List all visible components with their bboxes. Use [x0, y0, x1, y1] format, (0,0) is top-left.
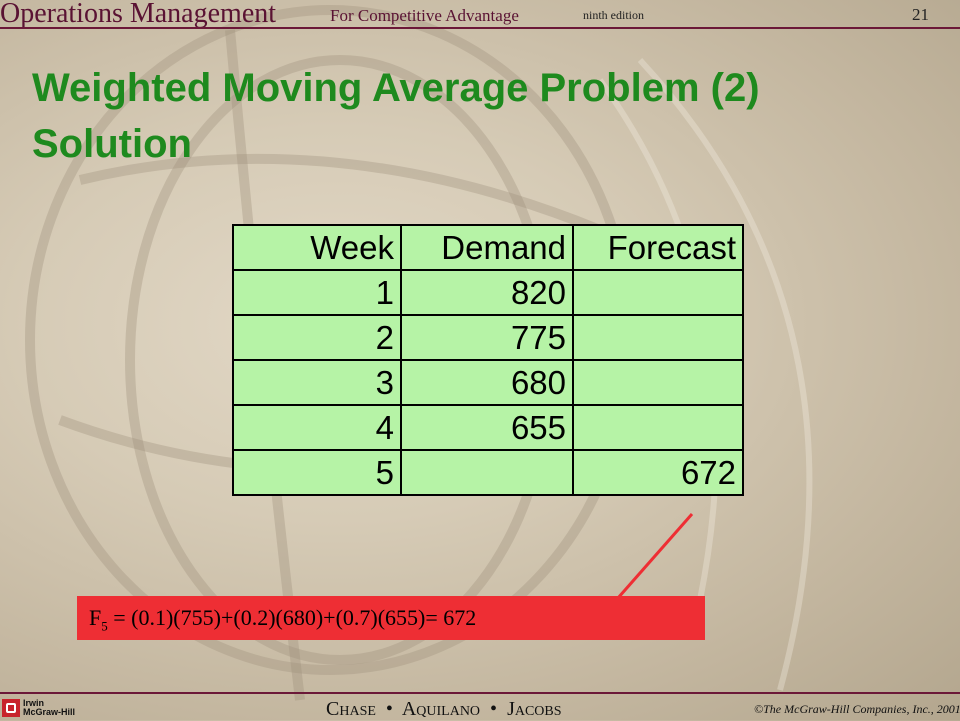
- publisher-logo: Irwin McGraw-Hill: [2, 698, 80, 718]
- authors: CHASE • AQUILANO • JACOBS: [326, 698, 562, 721]
- cell-forecast: [572, 269, 744, 316]
- cell-forecast: 672: [572, 449, 744, 496]
- cell-demand: [400, 449, 574, 496]
- author1-initial: C: [326, 698, 340, 720]
- table-row: 2 775: [232, 314, 744, 361]
- bullet-separator: •: [490, 698, 498, 720]
- formula-text: = (0.1)(755)+(0.2)(680)+(0.7)(655)= 672: [107, 605, 477, 630]
- author1-rest: HASE: [339, 704, 376, 719]
- footer-divider: [0, 692, 960, 694]
- author2-initial: A: [401, 698, 417, 720]
- cell-week: 4: [232, 404, 402, 451]
- author3-rest: ACOBS: [514, 704, 562, 719]
- cell-week: 5: [232, 449, 402, 496]
- cell-forecast: [572, 314, 744, 361]
- page-number: 21: [912, 5, 929, 24]
- formula-label: F: [89, 605, 102, 630]
- cell-demand: 655: [400, 404, 574, 451]
- formula-subscript: 5: [101, 618, 108, 634]
- bullet-separator: •: [385, 698, 393, 720]
- forecast-table: Week Demand Forecast 1 820 2 775 3 680 4…: [232, 224, 744, 496]
- author2-rest: QUILANO: [416, 704, 481, 719]
- header-forecast: Forecast: [572, 224, 744, 271]
- logo-line1: Irwin: [23, 698, 45, 708]
- cell-week: 3: [232, 359, 402, 406]
- slide-title-line2: Solution: [32, 122, 192, 166]
- copyright: ©The McGraw-Hill Companies, Inc., 2001: [754, 702, 960, 716]
- logo-line2: McGraw-Hill: [23, 707, 76, 717]
- table-row: 3 680: [232, 359, 744, 406]
- table-header-row: Week Demand Forecast: [232, 224, 744, 271]
- publisher-logo-icon: [2, 699, 20, 717]
- cell-demand: 680: [400, 359, 574, 406]
- publisher-logo-text: Irwin McGraw-Hill: [23, 699, 75, 717]
- cell-forecast: [572, 359, 744, 406]
- cell-week: 1: [232, 269, 402, 316]
- author3-initial: J: [507, 698, 515, 720]
- header-demand: Demand: [400, 224, 574, 271]
- book-title: Operations Management: [0, 0, 277, 29]
- slide-title: Weighted Moving Average Problem (2) Solu…: [32, 60, 932, 172]
- cell-forecast: [572, 404, 744, 451]
- table-row: 4 655: [232, 404, 744, 451]
- edition-label: ninth edition: [583, 8, 644, 22]
- header-week: Week: [232, 224, 402, 271]
- header-divider: [0, 27, 960, 29]
- formula-callout: F5 = (0.1)(755)+(0.2)(680)+(0.7)(655)= 6…: [77, 596, 705, 640]
- book-subtitle: For Competitive Advantage: [330, 6, 519, 25]
- cell-demand: 775: [400, 314, 574, 361]
- table-row: 5 672: [232, 449, 744, 496]
- table-row: 1 820: [232, 269, 744, 316]
- cell-demand: 820: [400, 269, 574, 316]
- cell-week: 2: [232, 314, 402, 361]
- slide-title-line1: Weighted Moving Average Problem (2): [32, 66, 760, 110]
